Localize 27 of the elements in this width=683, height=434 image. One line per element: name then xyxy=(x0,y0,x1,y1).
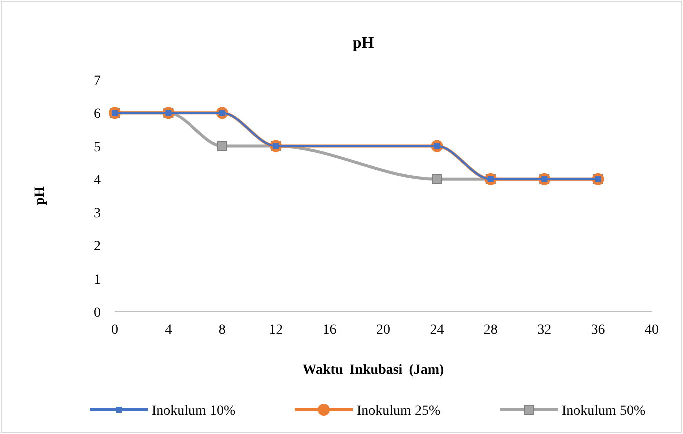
x-tick-label: 0 xyxy=(112,323,118,338)
y-tick-label: 5 xyxy=(94,140,101,156)
x-tick-label: 28 xyxy=(484,323,498,338)
chart-title: pH xyxy=(352,35,375,52)
x-tick-label: 36 xyxy=(591,323,606,338)
x-tick-label: 12 xyxy=(269,323,284,338)
x-axis-title: Waktu Inkubasi (Jam) xyxy=(302,363,445,378)
legend-label: Inokulum 10% xyxy=(152,404,236,419)
y-tick-label: 1 xyxy=(94,272,101,288)
x-tick-label: 16 xyxy=(322,323,337,338)
x-tick-label: 32 xyxy=(538,323,552,338)
y-tick-label: 0 xyxy=(94,306,101,321)
x-tick-label: 20 xyxy=(376,323,390,338)
y-tick-label: 6 xyxy=(94,107,101,122)
y-tick-label: 3 xyxy=(94,206,101,222)
x-tick-label: 8 xyxy=(218,323,226,338)
y-tick-label: 2 xyxy=(94,240,101,255)
legend-label: Inokulum 25% xyxy=(357,404,441,419)
x-tick-label: 24 xyxy=(430,323,444,338)
x-tick-label: 4 xyxy=(165,323,172,338)
point xyxy=(432,174,442,184)
legend-label: Inokulum 50% xyxy=(562,404,646,419)
y-tick-label: 4 xyxy=(94,173,101,188)
point xyxy=(217,141,228,152)
x-tick-label: 40 xyxy=(645,323,659,338)
y-axis-title: pH xyxy=(33,186,48,206)
y-tick-label: 7 xyxy=(94,74,101,89)
